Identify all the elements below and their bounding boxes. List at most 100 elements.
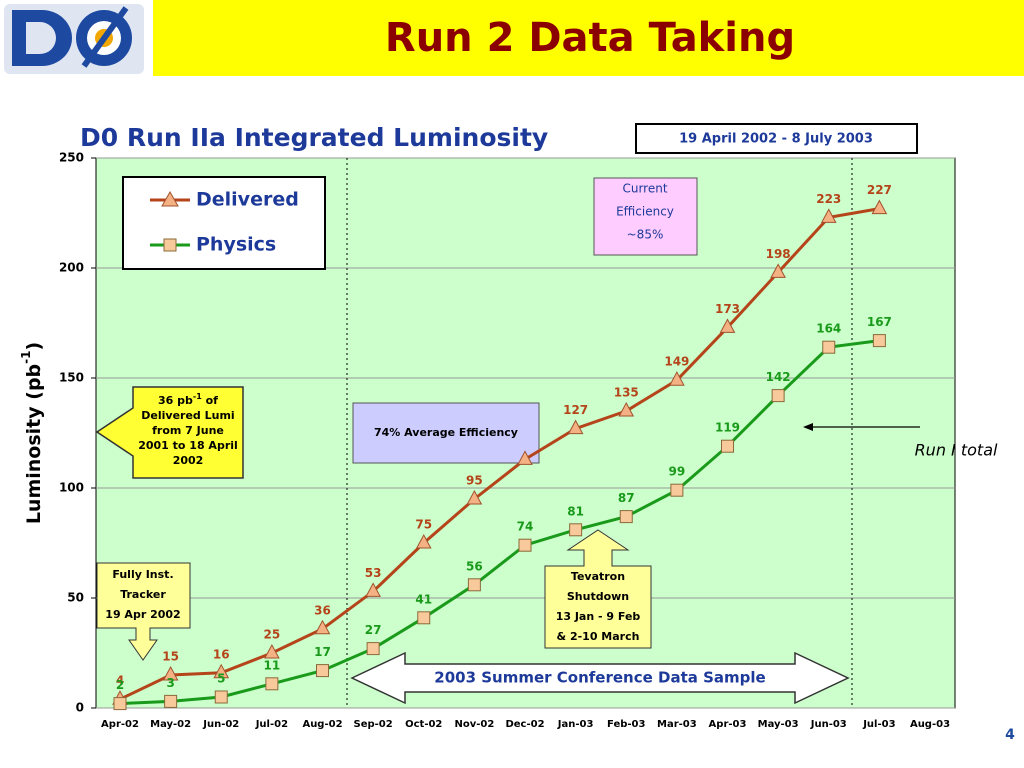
note-line: Current [622,182,667,196]
efficiency-note: Current Efficiency ~85% [593,177,698,256]
marker [415,533,432,549]
data-label: 142 [766,370,791,384]
marker [872,334,886,348]
marker [162,665,179,681]
data-label: 149 [664,355,689,369]
data-label: 135 [614,386,639,400]
data-label: 223 [816,192,841,206]
data-label: 227 [867,183,892,197]
marker [669,371,685,386]
x-tick-label: Jul-02 [255,719,288,730]
marker [365,582,381,597]
data-label: 53 [365,566,382,580]
sample-arrow: 2003 Summer Conference Data Sample [350,651,850,705]
data-label: 74 [517,520,534,534]
marker [265,677,279,691]
chart-subtitle: 19 April 2002 - 8 July 2003 [679,132,873,147]
marker [822,340,836,354]
tracker-note: Fully Inst. Tracker 19 Apr 2002 [96,562,191,661]
marker [518,538,532,552]
x-tick-label: Sep-02 [354,719,393,730]
y-tick-label: 150 [59,371,84,385]
data-label: 119 [715,421,740,435]
y-axis-label-sup: -1 [19,351,33,364]
x-tick-label: Aug-02 [302,719,342,730]
marker [618,401,635,417]
note-line: & 2-10 March [557,630,640,643]
marker [467,578,481,592]
marker [721,439,734,453]
note-line: Run I total [915,441,998,460]
note-line: Fully Inst. [112,568,173,581]
page-number: 4 [1005,727,1015,743]
subtitle-box [635,123,918,154]
note-line: 2001 to 18 April [138,439,238,452]
legend-label: Physics [196,234,276,256]
marker [314,619,331,635]
series-line [119,339,880,706]
data-label: 167 [867,315,892,329]
marker [719,318,736,333]
marker [316,664,329,678]
run1-note: 36 pb-1 of Delivered Lumi from 7 June 20… [95,386,244,479]
marker [619,510,633,524]
marker [214,690,228,704]
x-tick-label: May-02 [150,719,191,730]
data-label: 81 [567,504,584,518]
x-tick-label: Mar-03 [657,719,697,730]
marker [567,419,584,435]
marker [164,694,178,708]
x-tick-label: Jun-02 [202,719,239,730]
x-tick-label: Oct-02 [405,719,442,730]
data-label: 3 [166,676,174,690]
grid: 0 50 100 150 200 250 Apr-02 May-02 Jun-02 Jul-02 A… [59,151,955,730]
data-label: 95 [466,474,483,488]
marker [517,450,533,465]
x-tick-label: Jan-03 [557,719,594,730]
x-tick-label: Jun-03 [810,719,847,730]
y-axis-label: Luminosity (pb-1) [19,342,45,524]
note-line: Tracker [120,588,166,601]
data-label: 5 [217,672,225,686]
data-label: 173 [715,302,740,316]
data-label: 164 [816,322,841,336]
run1-total: Run I total [803,423,998,460]
marker [670,483,684,497]
data-label: 127 [563,403,588,417]
note-line: Efficiency [616,205,674,219]
data-label: 87 [618,491,635,505]
marker [466,489,483,505]
average-note: 74% Average Efficiency [352,402,540,464]
x-tick-label: Feb-03 [607,719,645,730]
note-line: 74% Average Efficiency [374,426,518,439]
note-line: 2003 Summer Conference Data Sample [434,669,765,687]
marker [366,642,380,656]
data-label: 25 [264,628,281,642]
note-line: 2002 [173,454,204,467]
y-tick-label: 100 [59,481,84,495]
data-label: 4 [116,674,124,688]
data-label: 41 [415,592,432,606]
marker [264,643,280,659]
note-sup: -1 [193,392,202,401]
chart-title: D0 Run IIa Integrated Luminosity [80,123,548,152]
data-label: 15 [162,650,179,664]
logo [4,4,144,74]
y-tick-label: 50 [67,591,84,605]
y-axis-label-text: Luminosity (pb [23,364,45,524]
y-tick-label: 250 [59,151,84,165]
data-label: 27 [365,623,382,637]
x-tick-label: May-03 [758,719,799,730]
data: 4 15 16 25 36 53 75 95 127 135 149 173 198 223 227 2 3 5 1… [112,183,892,711]
note-line: 36 pb-1 of [158,392,218,408]
x-tick-label: Jul-03 [862,719,895,730]
data-label: 36 [314,603,331,617]
slide-title: Run 2 Data Taking [385,15,795,61]
y-tick-label: 200 [59,261,84,275]
data-label: 16 [213,647,230,661]
note-text: of [202,394,218,407]
data-label: 75 [415,518,432,532]
y-axis-label-end: ) [23,342,45,351]
